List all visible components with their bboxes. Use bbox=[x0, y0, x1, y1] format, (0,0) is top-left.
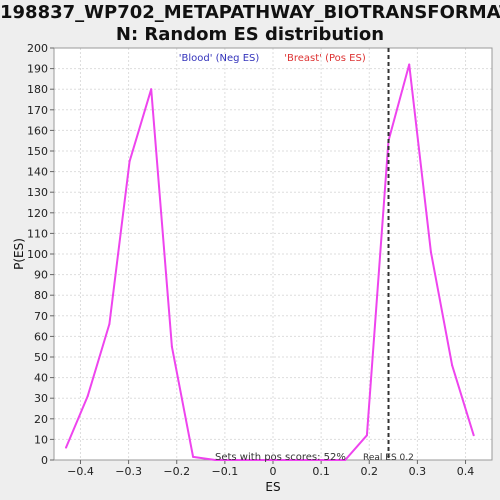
legend-pos-es: 'Breast' (Pos ES) bbox=[284, 53, 366, 64]
es-distribution-point bbox=[235, 459, 238, 461]
x-tick-label: 0.1 bbox=[312, 465, 330, 478]
es-distribution-point bbox=[300, 459, 303, 461]
x-tick-label: −0.4 bbox=[67, 465, 94, 478]
y-tick-label: 10 bbox=[34, 433, 48, 446]
y-tick-label: 70 bbox=[34, 310, 48, 323]
y-tick-label: 90 bbox=[34, 269, 48, 282]
legend-neg-es: 'Blood' (Neg ES) bbox=[179, 53, 260, 64]
real-es-label: Real ES 0.2 bbox=[363, 453, 414, 463]
x-tick-label: 0.2 bbox=[361, 465, 379, 478]
y-tick-label: 40 bbox=[34, 372, 48, 385]
es-distribution-line bbox=[65, 63, 475, 461]
y-tick-label: 140 bbox=[27, 166, 48, 179]
chart-title-line-1: 198837_WP702_METAPATHWAY_BIOTRANSFORMATI… bbox=[0, 2, 500, 23]
x-tick-label: 0.4 bbox=[457, 465, 475, 478]
es-distribution-point bbox=[108, 323, 111, 326]
x-tick-label: 0 bbox=[270, 465, 277, 478]
es-distribution-point bbox=[429, 250, 432, 253]
es-distribution-point bbox=[86, 395, 89, 398]
y-tick-label: 190 bbox=[27, 63, 48, 76]
es-distribution-point bbox=[65, 446, 68, 449]
es-distribution-point bbox=[279, 459, 282, 461]
y-tick-label: 150 bbox=[27, 145, 48, 158]
y-tick-label: 170 bbox=[27, 104, 48, 117]
es-distribution-point bbox=[451, 364, 454, 367]
y-tick-label: 50 bbox=[34, 351, 48, 364]
es-distribution-point bbox=[214, 459, 217, 461]
es-distribution-point bbox=[128, 160, 131, 163]
y-tick-label: 160 bbox=[27, 124, 48, 137]
y-tick-label: 110 bbox=[27, 227, 48, 240]
es-distribution-point bbox=[170, 345, 173, 348]
pos-scores-annotation: Sets with pos scores: 52% bbox=[215, 452, 346, 463]
x-tick-label: −0.1 bbox=[212, 465, 239, 478]
x-tick-label: −0.2 bbox=[163, 465, 190, 478]
y-tick-label: 20 bbox=[34, 413, 48, 426]
y-tick-label: 0 bbox=[41, 454, 48, 467]
y-tick-label: 100 bbox=[27, 248, 48, 261]
y-tick-label: 80 bbox=[34, 289, 48, 302]
es-distribution-point bbox=[344, 459, 347, 461]
x-axis-label: ES bbox=[265, 480, 280, 494]
es-distribution-point bbox=[192, 455, 195, 458]
es-distribution-point bbox=[408, 63, 411, 66]
y-tick-label: 60 bbox=[34, 330, 48, 343]
y-tick-label: 120 bbox=[27, 207, 48, 220]
y-tick-label: 200 bbox=[27, 42, 48, 55]
es-distribution-point bbox=[365, 434, 368, 437]
y-tick-label: 130 bbox=[27, 186, 48, 199]
chart-title-line-2: N: Random ES distribution bbox=[115, 24, 385, 45]
y-tick-label: 180 bbox=[27, 83, 48, 96]
es-distribution-point bbox=[257, 459, 260, 461]
x-tick-label: 0.3 bbox=[409, 465, 427, 478]
es-distribution-point bbox=[322, 459, 325, 461]
es-distribution-point bbox=[472, 434, 475, 437]
x-tick-label: −0.3 bbox=[115, 465, 142, 478]
y-tick-label: 30 bbox=[34, 392, 48, 405]
y-axis-label: P(ES) bbox=[12, 238, 26, 270]
es-distribution-point bbox=[150, 88, 153, 91]
